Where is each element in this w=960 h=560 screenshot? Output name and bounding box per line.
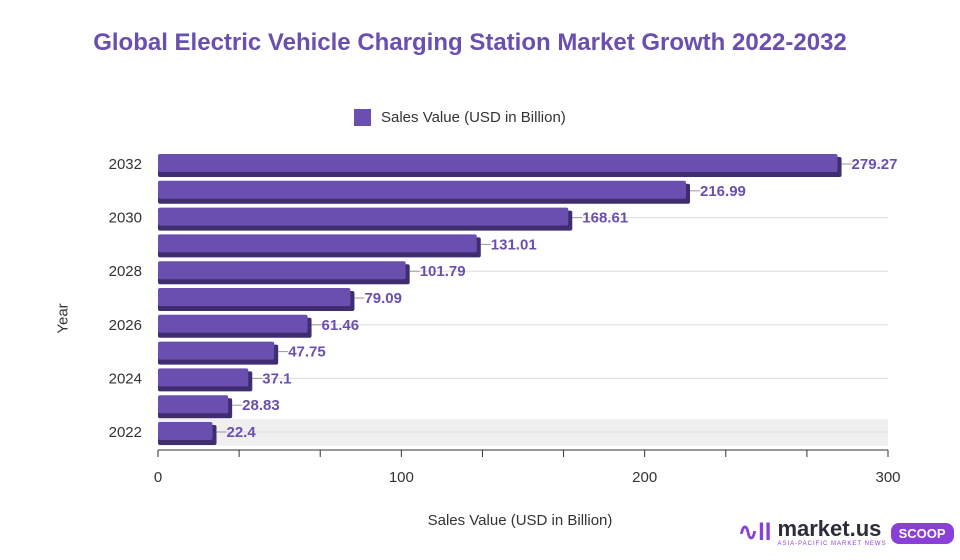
x-tick-label: 300 [875, 469, 900, 486]
data-label: 168.61 [582, 210, 628, 227]
logo-tagline: ASIA-PACIFIC MARKET NEWS [777, 541, 887, 547]
y-tick-label: 2022 [109, 424, 142, 441]
legend-swatch [354, 109, 371, 126]
y-tick-label: 2030 [109, 210, 142, 227]
x-tick-label: 200 [632, 469, 657, 486]
bar [158, 288, 351, 306]
bar [158, 207, 569, 226]
data-label: 216.99 [700, 183, 746, 200]
data-label: 279.27 [852, 156, 898, 173]
bar [158, 261, 406, 280]
y-tick-label: 2026 [109, 317, 142, 334]
x-axis-label: Sales Value (USD in Billion) [427, 512, 613, 529]
data-label: 61.46 [322, 317, 360, 334]
data-label: 131.01 [491, 236, 537, 253]
y-axis-label: Year [54, 303, 72, 334]
x-tick-label: 100 [389, 469, 414, 486]
data-label: 79.09 [364, 290, 402, 307]
x-tick-label: 0 [154, 469, 162, 486]
market-us-logo: ∿ll market.us ASIA-PACIFIC MARKET NEWS S… [738, 518, 954, 548]
logo-wordmark: market.us ASIA-PACIFIC MARKET NEWS [777, 518, 886, 548]
bar [158, 368, 249, 387]
logo-badge: SCOOP [890, 522, 954, 544]
chart-title: Global Electric Vehicle Charging Station… [93, 29, 847, 56]
bar [158, 234, 477, 253]
bar [158, 422, 213, 440]
y-tick-label: 2028 [109, 263, 142, 280]
data-label: 37.1 [262, 370, 291, 387]
bar [158, 314, 308, 333]
y-tick-label: 2024 [109, 370, 142, 387]
bar [158, 395, 229, 414]
data-label: 47.75 [288, 344, 326, 361]
logo-text: market.us [777, 516, 882, 541]
data-label: 28.83 [242, 397, 280, 414]
legend-label: Sales Value (USD in Billion) [381, 109, 566, 126]
data-label: 101.79 [420, 263, 466, 280]
bar [158, 154, 838, 172]
legend: Sales Value (USD in Billion) [354, 109, 566, 126]
bar [158, 180, 687, 199]
y-tick-label: 2032 [109, 156, 142, 173]
data-label: 22.4 [227, 424, 257, 441]
logo-icon: ∿ll [738, 519, 772, 546]
bar [158, 341, 275, 360]
